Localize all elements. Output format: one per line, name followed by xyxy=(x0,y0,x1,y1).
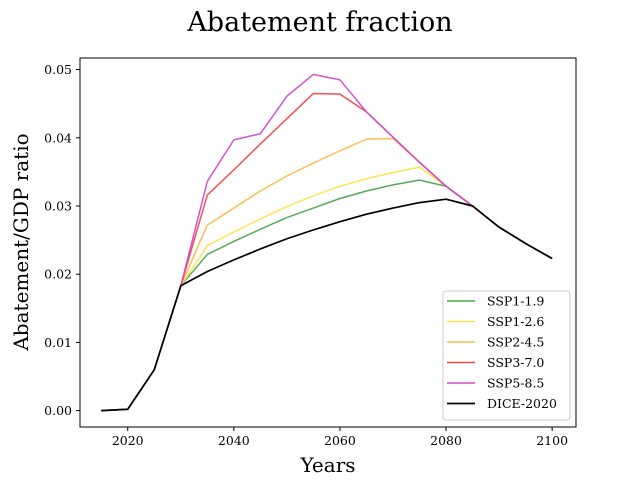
legend-label: SSP3-7.0 xyxy=(487,355,544,370)
y-tick-label: 0.00 xyxy=(44,403,72,418)
x-axis: 2020 2040 2060 2080 2100 xyxy=(112,427,568,448)
plot-frame xyxy=(79,57,577,428)
x-tick-label: 2020 xyxy=(112,433,144,448)
y-axis-label: Abatement/GDP ratio xyxy=(9,133,33,351)
y-tick-label: 0.05 xyxy=(44,62,72,77)
x-tick-label: 2040 xyxy=(218,433,250,448)
legend-label: DICE-2020 xyxy=(487,396,557,411)
y-tick-label: 0.04 xyxy=(44,130,72,145)
y-tick-label: 0.01 xyxy=(44,335,72,350)
legend-label: SSP1-2.6 xyxy=(487,314,544,329)
legend-label: SSP2-4.5 xyxy=(487,335,544,350)
chart-title: Abatement fraction xyxy=(186,7,452,38)
legend: SSP1-1.9 SSP1-2.6 SSP2-4.5 SSP3-7.0 SSP5-8.5… xyxy=(442,290,571,421)
x-tick-label: 2060 xyxy=(324,433,356,448)
legend-box xyxy=(442,290,571,421)
y-tick-label: 0.03 xyxy=(44,199,72,214)
x-tick-label: 2080 xyxy=(430,433,462,448)
legend-label: SSP1-1.9 xyxy=(487,294,544,309)
x-tick-label: 2100 xyxy=(536,433,568,448)
legend-label: SSP5-8.5 xyxy=(487,376,544,391)
y-axis: 0.00 0.01 0.02 0.03 0.04 0.05 xyxy=(44,62,80,418)
series-line-dice-2020 xyxy=(101,198,553,412)
x-axis-label: Years xyxy=(299,453,355,477)
series-lines xyxy=(101,73,553,412)
y-tick-label: 0.02 xyxy=(44,267,72,282)
